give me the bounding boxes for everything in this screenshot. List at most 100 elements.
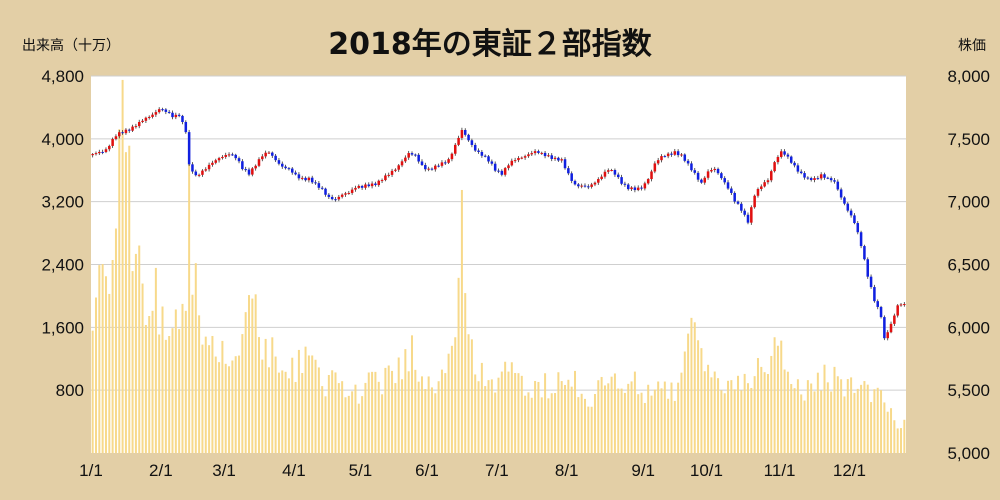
candle-body	[776, 156, 780, 163]
volume-bar	[291, 357, 294, 453]
volume-bar	[770, 355, 773, 453]
right-tick-label: 5,500	[947, 381, 990, 400]
candle-body	[304, 177, 307, 181]
candle-body	[503, 168, 507, 175]
candle-body	[793, 162, 796, 166]
candle-body	[500, 170, 504, 175]
volume-bar	[264, 338, 267, 453]
candle-body	[723, 178, 726, 183]
volume-bar	[880, 390, 883, 453]
candle-body	[460, 129, 464, 138]
x-tick-label: 7/1	[485, 461, 509, 480]
volume-bar	[630, 381, 633, 453]
volume-bar	[740, 390, 743, 453]
volume-bar	[746, 383, 749, 453]
x-tick-label: 4/1	[282, 461, 306, 480]
volume-bar	[544, 373, 547, 453]
volume-bar	[477, 381, 480, 453]
candle-body	[866, 259, 870, 277]
candle-body	[207, 164, 211, 170]
volume-bar	[557, 372, 560, 453]
candle-body	[374, 183, 377, 186]
volume-bar	[311, 355, 314, 453]
candle-body	[626, 184, 630, 190]
volume-bar	[397, 357, 400, 453]
candle-body	[91, 154, 94, 156]
volume-bar	[826, 382, 829, 453]
x-tick-label: 3/1	[212, 461, 236, 480]
candle-body	[467, 134, 470, 141]
volume-bar	[317, 367, 320, 453]
candle-body	[444, 162, 447, 164]
candle-body	[237, 158, 241, 162]
candle-body	[849, 210, 853, 216]
x-tick-label: 8/1	[555, 461, 579, 480]
volume-bar	[627, 383, 630, 453]
volume-bar	[564, 384, 567, 453]
x-tick-label: 1/1	[79, 461, 103, 480]
volume-bar	[401, 379, 404, 453]
candle-body	[876, 301, 879, 307]
volume-bar	[510, 362, 513, 453]
candle-body	[600, 176, 603, 180]
candle-body	[310, 177, 314, 183]
volume-bar	[813, 391, 816, 453]
volume-bar	[507, 371, 510, 453]
volume-bar	[387, 365, 390, 453]
volume-bar	[417, 381, 420, 453]
volume-bar	[760, 366, 763, 453]
candle-body	[750, 207, 753, 223]
volume-bar	[870, 402, 873, 453]
candle-body	[450, 153, 454, 160]
volume-bar	[873, 389, 876, 453]
candle-body	[360, 185, 364, 188]
volume-bar	[766, 373, 769, 453]
candle-body	[463, 129, 467, 135]
volume-bar	[567, 379, 570, 453]
candle-body	[264, 152, 267, 157]
candle-body	[211, 162, 214, 165]
candle-body	[121, 132, 124, 134]
candle-body	[94, 153, 98, 155]
volume-bar	[717, 378, 720, 453]
candle-body	[287, 168, 291, 170]
left-axis-label: 出来高（十万）	[22, 37, 120, 54]
volume-bar	[271, 337, 274, 453]
volume-bar	[244, 312, 247, 453]
volume-bar	[687, 333, 690, 453]
candle-body	[364, 184, 367, 188]
candle-body	[397, 165, 400, 170]
volume-bar	[201, 344, 204, 453]
candle-body	[221, 156, 224, 159]
candle-body	[740, 203, 743, 211]
volume-bar	[497, 377, 500, 453]
volume-bar	[361, 396, 364, 453]
candle-body	[553, 157, 557, 159]
volume-bar	[178, 329, 181, 453]
volume-bar	[371, 371, 374, 453]
candle-body	[903, 304, 906, 306]
volume-bar	[414, 369, 417, 453]
candle-body	[483, 155, 487, 157]
volume-bar	[800, 394, 803, 453]
volume-bar	[430, 387, 433, 453]
candle-body	[98, 151, 101, 154]
candle-body	[706, 171, 710, 178]
volume-bar	[697, 340, 700, 453]
candle-body	[746, 214, 750, 223]
volume-bar	[806, 380, 809, 453]
volume-bar	[514, 373, 517, 453]
candle-body	[533, 151, 537, 154]
volume-bar	[713, 371, 716, 453]
volume-bar	[540, 397, 543, 453]
volume-bar	[753, 376, 756, 453]
right-tick-label: 6,000	[947, 318, 990, 337]
candle-body	[157, 109, 161, 113]
candle-body	[224, 155, 227, 157]
volume-bar	[148, 315, 151, 453]
candle-body	[131, 126, 134, 131]
candle-body	[164, 109, 168, 112]
candle-body	[217, 158, 221, 161]
candle-body	[690, 163, 693, 171]
volume-bar	[883, 402, 886, 453]
